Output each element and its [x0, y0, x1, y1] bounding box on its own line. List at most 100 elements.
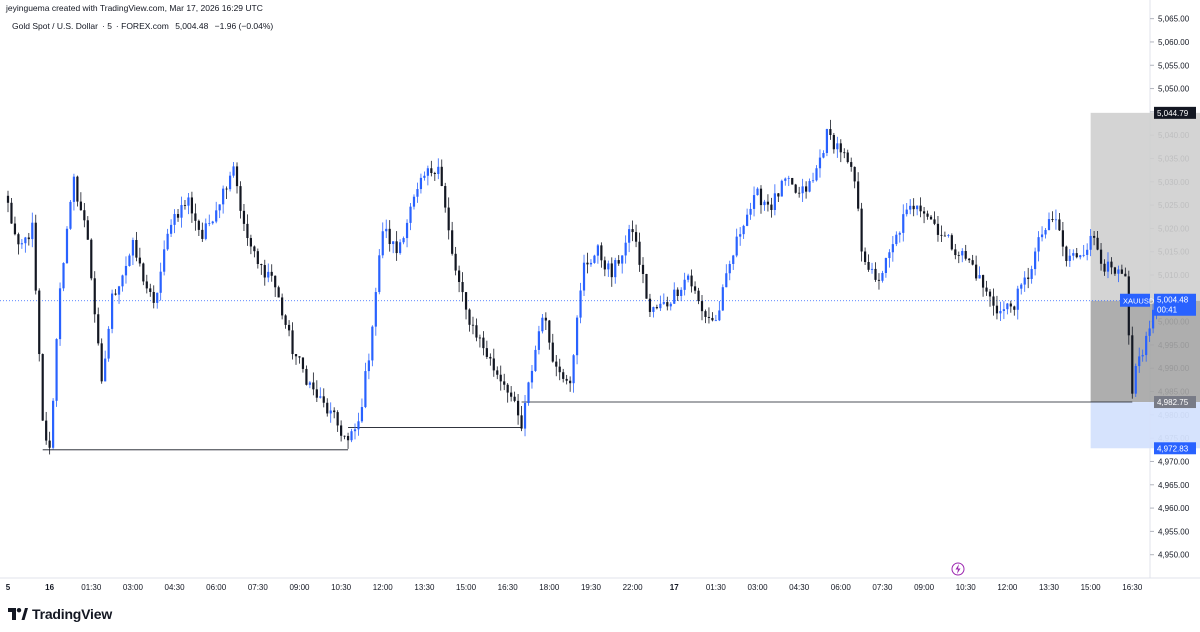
candle-body[interactable] — [971, 260, 974, 265]
candle-body[interactable] — [874, 268, 877, 280]
candle-body[interactable] — [895, 234, 898, 245]
candle-body[interactable] — [780, 180, 783, 197]
target-zone[interactable] — [1090, 112, 1200, 301]
candle-body[interactable] — [600, 245, 603, 261]
candle-body[interactable] — [569, 380, 572, 384]
candle-body[interactable] — [114, 293, 117, 295]
candle-body[interactable] — [312, 382, 315, 390]
candle-body[interactable] — [652, 307, 655, 312]
candle-body[interactable] — [145, 281, 148, 289]
candle-body[interactable] — [832, 135, 835, 150]
candle-body[interactable] — [360, 407, 364, 422]
candle-body[interactable] — [846, 152, 849, 163]
candle-body[interactable] — [690, 275, 693, 287]
candle-body[interactable] — [194, 213, 197, 221]
candle-body[interactable] — [1075, 253, 1078, 258]
candle-body[interactable] — [562, 372, 565, 379]
candle-body[interactable] — [291, 330, 294, 355]
candle-body[interactable] — [201, 229, 204, 239]
candle-body[interactable] — [1058, 219, 1061, 231]
candle-body[interactable] — [298, 356, 301, 358]
candle-body[interactable] — [319, 396, 322, 398]
candle-body[interactable] — [1148, 328, 1151, 336]
candle-body[interactable] — [13, 223, 17, 235]
candle-body[interactable] — [735, 236, 738, 256]
candle-body[interactable] — [624, 242, 627, 256]
candle-body[interactable] — [714, 320, 717, 322]
candle-body[interactable] — [940, 234, 943, 236]
candle-body[interactable] — [1013, 306, 1016, 310]
candle-body[interactable] — [218, 204, 221, 211]
candle-body[interactable] — [412, 196, 416, 207]
candle-body[interactable] — [985, 287, 988, 292]
candle-body[interactable] — [614, 260, 617, 278]
candle-body[interactable] — [634, 232, 638, 242]
candle-body[interactable] — [687, 275, 690, 280]
candle-body[interactable] — [582, 262, 586, 291]
candle-body[interactable] — [631, 229, 634, 233]
candle-body[interactable] — [1117, 269, 1120, 274]
candle-body[interactable] — [20, 243, 23, 245]
tradingview-logo[interactable]: TradingView — [8, 606, 112, 622]
candle-body[interactable] — [881, 272, 884, 281]
candle-body[interactable] — [857, 181, 860, 209]
candle-body[interactable] — [246, 223, 249, 239]
candle-body[interactable] — [329, 410, 332, 414]
candle-body[interactable] — [1089, 235, 1092, 250]
candle-body[interactable] — [954, 249, 957, 256]
candle-body[interactable] — [957, 255, 960, 256]
candle-body[interactable] — [416, 189, 419, 197]
candle-body[interactable] — [825, 129, 829, 154]
candle-body[interactable] — [510, 392, 513, 397]
candle-body[interactable] — [399, 242, 402, 254]
candle-body[interactable] — [183, 205, 187, 206]
candle-body[interactable] — [853, 166, 856, 182]
candle-body[interactable] — [156, 292, 159, 303]
candle-body[interactable] — [197, 220, 200, 230]
candle-body[interactable] — [902, 214, 905, 233]
candle-body[interactable] — [107, 328, 110, 359]
candle-body[interactable] — [24, 237, 27, 244]
candle-body[interactable] — [912, 205, 915, 210]
candle-body[interactable] — [111, 293, 114, 329]
candle-body[interactable] — [378, 255, 381, 293]
candle-body[interactable] — [548, 320, 551, 343]
candle-body[interactable] — [503, 381, 506, 385]
candle-body[interactable] — [117, 286, 121, 295]
candle-body[interactable] — [173, 214, 176, 225]
candle-body[interactable] — [464, 292, 468, 310]
candle-body[interactable] — [461, 282, 464, 293]
candle-body[interactable] — [353, 429, 357, 432]
candle-body[interactable] — [936, 223, 940, 235]
candle-body[interactable] — [638, 241, 641, 265]
candle-body[interactable] — [34, 222, 37, 291]
candle-body[interactable] — [697, 290, 700, 302]
candle-body[interactable] — [523, 402, 527, 429]
candle-body[interactable] — [142, 263, 145, 282]
candle-body[interactable] — [222, 188, 225, 205]
candle-body[interactable] — [593, 255, 596, 263]
candle-body[interactable] — [693, 286, 697, 291]
candle-body[interactable] — [572, 355, 575, 384]
candle-body[interactable] — [1110, 261, 1113, 268]
candle-body[interactable] — [284, 315, 287, 325]
candle-body[interactable] — [93, 278, 96, 315]
candle-body[interactable] — [350, 431, 353, 441]
candle-body[interactable] — [17, 234, 20, 245]
candle-body[interactable] — [752, 195, 756, 209]
candle-body[interactable] — [371, 326, 374, 361]
candle-body[interactable] — [364, 371, 367, 408]
candle-body[interactable] — [1047, 219, 1051, 230]
candle-body[interactable] — [124, 265, 128, 276]
candle-body[interactable] — [496, 370, 499, 375]
candle-body[interactable] — [235, 166, 239, 187]
candle-body[interactable] — [1030, 269, 1033, 279]
candle-body[interactable] — [367, 360, 370, 372]
candle-body[interactable] — [322, 396, 325, 403]
candle-body[interactable] — [1099, 249, 1103, 264]
candle-body[interactable] — [343, 435, 346, 437]
candle-body[interactable] — [159, 271, 162, 293]
candle-body[interactable] — [62, 263, 65, 289]
candle-body[interactable] — [607, 263, 610, 270]
candle-body[interactable] — [669, 303, 672, 307]
